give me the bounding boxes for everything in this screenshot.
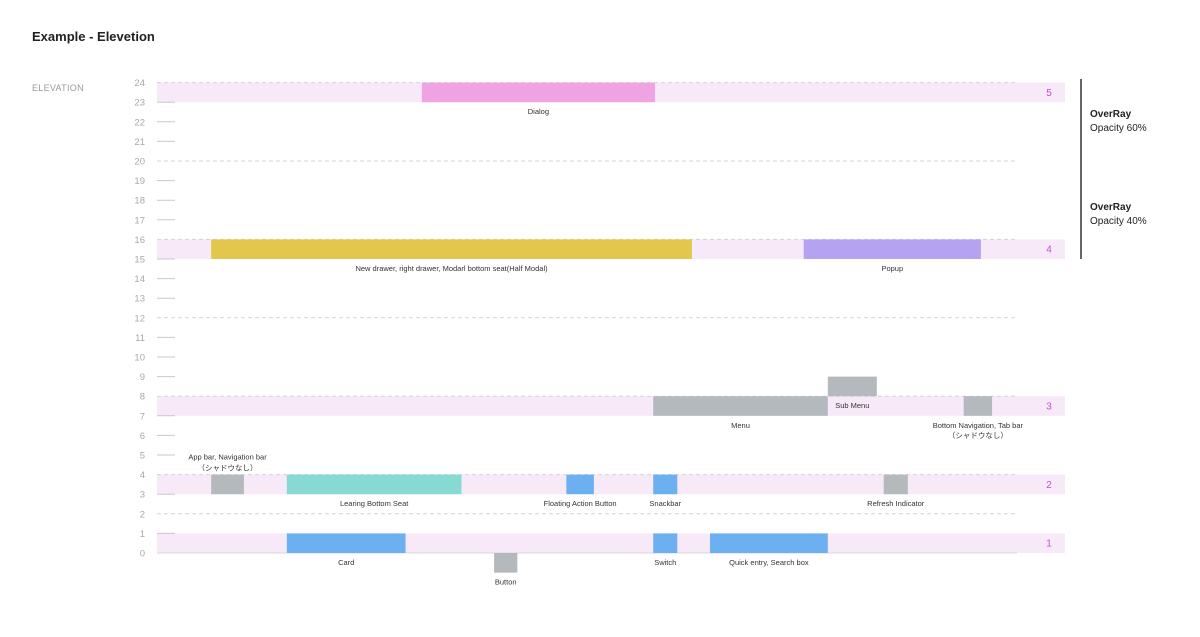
- level-label: 3: [1046, 402, 1052, 413]
- quick-entry-block: [709, 533, 828, 553]
- quick-entry-label: Quick entry, Search box: [729, 558, 809, 567]
- page-title: Example - Elevetion: [32, 29, 155, 44]
- button-label: Button: [495, 578, 517, 587]
- tick-label: 14: [134, 274, 145, 285]
- overray-text: OverRay Opacity 40%: [1090, 201, 1147, 229]
- tick-label: 24: [134, 78, 145, 89]
- level-label: 2: [1046, 480, 1052, 491]
- menu-block: [653, 396, 828, 416]
- tick-label: 3: [140, 490, 145, 501]
- tick-label: 1: [140, 529, 145, 540]
- overray-bracket: [1080, 161, 1082, 259]
- tick-label: 2: [140, 509, 145, 520]
- tick-label: 10: [134, 353, 145, 364]
- level-band-3: [157, 396, 1065, 416]
- app-bar-block: [211, 474, 244, 495]
- floating-action-button-label: Floating Action Button: [544, 499, 617, 508]
- tick-label: 5: [140, 451, 145, 462]
- card-label: Card: [338, 558, 354, 567]
- overray-title: OverRay: [1090, 109, 1132, 120]
- card-block: [286, 533, 406, 553]
- tick-label: 17: [134, 215, 145, 226]
- button-block: [494, 553, 518, 573]
- tick-label: 12: [134, 313, 145, 324]
- refresh-indicator-block: [883, 474, 908, 495]
- tick-label: 13: [134, 294, 145, 305]
- level-label: 1: [1046, 539, 1052, 550]
- bottom-navigation-block: [963, 396, 993, 416]
- tick-label: 11: [135, 333, 145, 344]
- drawer-label: New drawer, right drawer, Modarl bottom …: [355, 264, 548, 273]
- level-label: 5: [1046, 88, 1052, 99]
- tick-label: 7: [140, 411, 145, 422]
- popup-label: Popup: [881, 264, 903, 273]
- app-bar-label-note: （シャドウなし）: [198, 464, 258, 473]
- bottom-navigation-label-note: （シャドウなし）: [948, 431, 1008, 440]
- floating-action-button-block: [566, 474, 594, 495]
- overray-opacity: Opacity 60%: [1090, 123, 1147, 134]
- tick-label: 20: [134, 157, 145, 168]
- menu-label: Menu: [731, 421, 750, 430]
- sub-menu-label: Sub Menu: [835, 401, 869, 410]
- overray-title: OverRay: [1090, 202, 1132, 213]
- popup-block: [803, 239, 981, 259]
- overray-opacity: Opacity 40%: [1090, 216, 1147, 227]
- tick-label: 22: [134, 117, 145, 128]
- dialog-block: [421, 82, 655, 103]
- overray-bracket: [1080, 78, 1082, 161]
- switch-label: Switch: [654, 558, 676, 567]
- tick-label: 15: [134, 255, 145, 266]
- dialog-label: Dialog: [528, 107, 549, 116]
- switch-block: [653, 533, 678, 553]
- learing-bottom-seat-label: Learing Bottom Seat: [340, 499, 409, 508]
- tick-label: 19: [134, 176, 145, 187]
- overray-text: OverRay Opacity 60%: [1090, 108, 1147, 136]
- tick-label: 9: [140, 372, 145, 383]
- tick-label: 0: [140, 549, 145, 560]
- snackbar-block: [653, 474, 678, 495]
- tick-label: 21: [134, 137, 145, 148]
- snackbar-label: Snackbar: [649, 499, 681, 508]
- axis-title: ELEVATION: [32, 83, 84, 93]
- bottom-navigation-label: Bottom Navigation, Tab bar: [933, 421, 1024, 430]
- tick-label: 18: [134, 196, 145, 207]
- tick-label: 23: [134, 98, 145, 109]
- tick-label: 6: [140, 431, 145, 442]
- drawer-block: [211, 239, 692, 259]
- refresh-indicator-label: Refresh Indicator: [867, 499, 925, 508]
- level-label: 4: [1046, 245, 1052, 256]
- app-bar-label: App bar, Navigation bar: [188, 453, 267, 462]
- tick-label: 4: [140, 470, 145, 481]
- sub-menu-block: [827, 376, 877, 397]
- tick-label: 8: [140, 392, 145, 403]
- learing-bottom-seat-block: [286, 474, 462, 495]
- tick-label: 16: [134, 235, 145, 246]
